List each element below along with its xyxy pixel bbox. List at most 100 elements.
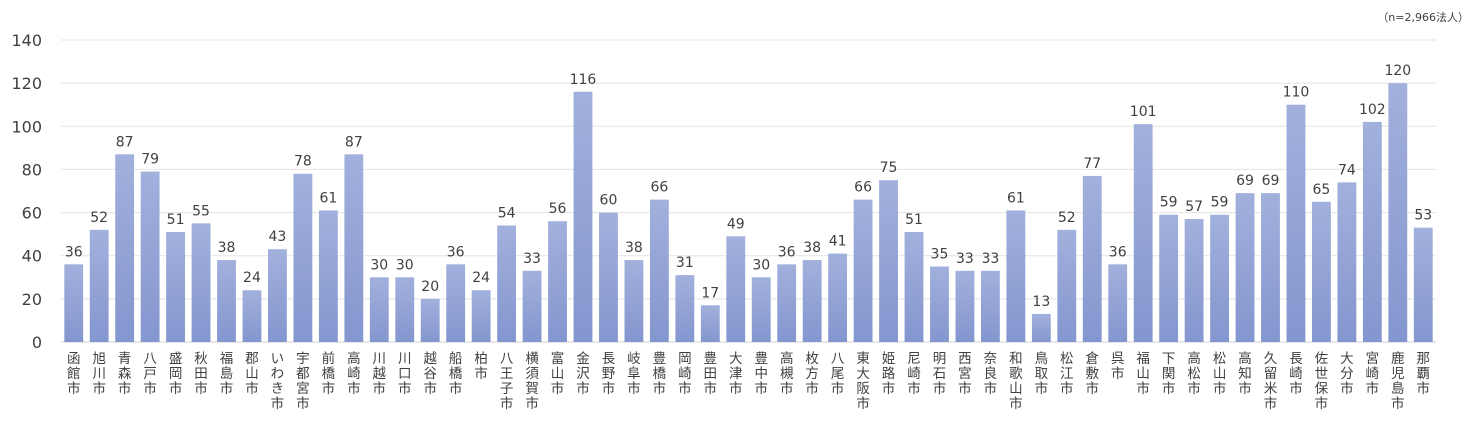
category-label: 高知市 — [1238, 350, 1252, 397]
category-label: 奈良市 — [984, 351, 998, 397]
data-label: 33 — [523, 251, 541, 267]
data-label: 77 — [1083, 156, 1101, 172]
bar — [1286, 104, 1306, 342]
data-label: 51 — [905, 212, 923, 228]
data-label: 54 — [498, 206, 516, 222]
category-label: 金沢市 — [576, 351, 590, 397]
category-label: 佐世保市 — [1315, 351, 1329, 412]
category-label: 高松市 — [1187, 350, 1201, 397]
category-label: 秋田市 — [194, 351, 208, 397]
bar — [853, 199, 873, 342]
y-tick-label: 60 — [22, 204, 42, 223]
bar — [1057, 229, 1077, 342]
data-label: 61 — [1007, 190, 1025, 206]
bars — [64, 83, 1433, 343]
bar — [1108, 264, 1128, 342]
data-label: 66 — [650, 180, 668, 196]
category-label: 倉敷市 — [1086, 351, 1100, 397]
category-label: 前橋市 — [322, 350, 336, 397]
category-label: 長崎市 — [1289, 351, 1303, 397]
data-label: 53 — [1414, 208, 1432, 224]
data-label: 69 — [1262, 173, 1280, 189]
category-label: 呉市 — [1111, 351, 1125, 382]
data-label: 57 — [1185, 199, 1203, 215]
y-tick-label: 40 — [22, 247, 42, 266]
bar — [115, 154, 135, 342]
data-label: 35 — [931, 247, 949, 263]
bar — [828, 253, 848, 342]
category-label: 横須賀市 — [525, 351, 539, 412]
data-label: 41 — [829, 234, 847, 250]
bar — [1133, 124, 1153, 342]
bar — [140, 171, 160, 342]
bar — [1413, 227, 1433, 342]
bar — [1388, 83, 1408, 343]
data-label: 43 — [269, 229, 287, 245]
sample-size-note: （n=2,966法人） — [1377, 11, 1469, 24]
category-label: 福山市 — [1136, 351, 1150, 397]
category-label: 富山市 — [551, 350, 565, 397]
data-label: 78 — [294, 154, 312, 170]
bar — [217, 260, 236, 342]
bar — [1006, 210, 1026, 342]
data-label: 36 — [1109, 244, 1127, 260]
category-label: 明石市 — [933, 351, 947, 397]
category-label: 八王子市 — [500, 351, 514, 412]
bar — [369, 277, 389, 342]
bar — [751, 277, 771, 342]
data-label: 116 — [570, 72, 597, 88]
category-label: 岡崎市 — [678, 351, 692, 397]
category-label: 函館市 — [67, 351, 81, 397]
data-label: 30 — [396, 257, 414, 273]
bar — [191, 223, 211, 342]
data-label: 38 — [803, 240, 821, 256]
bar — [395, 277, 415, 342]
x-axis: 函館市旭川市青森市八戸市盛岡市秋田市福島市郡山市いわき市宇都宮市前橋市高崎市川越… — [67, 350, 1430, 412]
y-tick-label: 20 — [22, 290, 42, 309]
bar — [726, 236, 746, 342]
category-label: 高槻市 — [780, 350, 794, 397]
data-label: 52 — [90, 210, 108, 226]
bar — [548, 221, 567, 342]
category-label: 柏市 — [474, 351, 488, 382]
gridlines — [61, 39, 1436, 343]
category-label: 高崎市 — [347, 350, 361, 397]
data-label: 110 — [1283, 85, 1310, 101]
data-label: 59 — [1160, 195, 1178, 211]
category-label: 大分市 — [1340, 351, 1354, 397]
category-label: 豊中市 — [754, 351, 768, 397]
data-label: 36 — [778, 244, 796, 260]
category-label: 福島市 — [220, 351, 234, 397]
data-label: 33 — [956, 251, 974, 267]
data-label: 30 — [370, 257, 388, 273]
bar — [1159, 214, 1179, 342]
bar — [1082, 175, 1102, 342]
bar — [802, 260, 822, 342]
category-label: 川口市 — [398, 351, 412, 397]
data-label: 59 — [1211, 195, 1229, 211]
y-tick-label: 100 — [11, 117, 42, 136]
data-label: 51 — [167, 212, 185, 228]
bar — [1311, 201, 1331, 342]
data-label: 66 — [854, 180, 872, 196]
data-label: 36 — [447, 244, 465, 260]
category-label: 和歌山市 — [1009, 351, 1023, 412]
data-label: 24 — [243, 270, 261, 286]
bar — [1337, 182, 1357, 342]
data-label: 31 — [676, 255, 694, 271]
category-label: 那覇市 — [1417, 351, 1431, 397]
bar — [1261, 193, 1280, 342]
bar — [599, 212, 618, 342]
category-label: 尼崎市 — [907, 351, 921, 397]
data-label: 30 — [752, 257, 770, 273]
data-label: 24 — [472, 270, 490, 286]
data-label: 56 — [549, 201, 567, 217]
data-label: 38 — [625, 240, 643, 256]
bar — [1031, 313, 1051, 342]
bar — [268, 249, 287, 342]
bar — [700, 305, 720, 342]
category-label: 旭川市 — [92, 351, 106, 397]
data-label: 101 — [1130, 104, 1157, 120]
category-label: 大津市 — [729, 351, 743, 397]
